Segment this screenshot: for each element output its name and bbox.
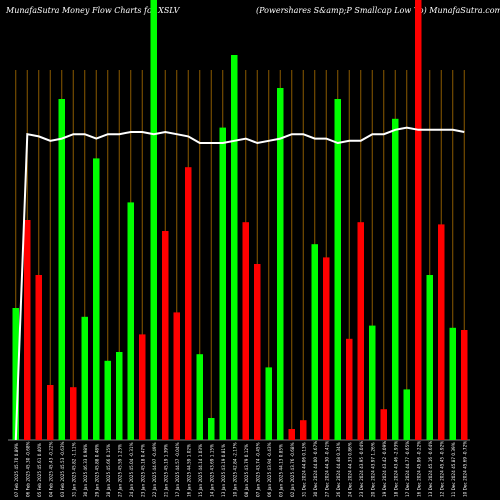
bar [185,167,192,440]
bar [426,275,433,440]
x-tick-label: 10 Jan 2025 42.84 -2.17% [232,442,237,497]
bar [24,220,31,440]
bar [449,327,456,440]
bar [173,312,180,440]
bar [392,118,399,441]
x-tick-labels: 07 Feb 2025 45.70 0.89% 06 Feb 2025 45.30… [14,441,468,497]
bar [47,385,54,440]
x-tick-label: 19 Dec 2024 43.42 -0.09% [382,441,387,497]
x-tick-label: 28 Jan 2025 45.66 0.15% [106,444,111,497]
x-tick-label: 22 Jan 2025 44.97 -0.49% [152,442,157,497]
bar [12,308,19,440]
x-tick-label: 17 Dec 2024 44.77 -0.65% [405,441,410,497]
x-tick-label: 03 Jan 2025 44.13 0.85% [278,444,283,497]
bar [219,127,226,440]
bar [265,367,272,440]
bar [231,55,238,440]
bar [139,334,146,440]
x-tick-label: 30 Dec 2024 44.00 -0.67% [313,441,318,497]
bar [288,429,295,440]
x-tick-label: 08 Jan 2025 43.79 0.12% [244,444,249,497]
bar [438,224,445,440]
bar [369,325,376,440]
bar [346,338,353,440]
x-tick-label: 31 Dec 2024 44.06 0.13% [301,442,306,497]
x-tick-label: 06 Feb 2025 45.30 -0.68% [25,441,30,497]
chart-title: MunafaSutra Money Flow Charts for XSLV [6,6,180,15]
x-tick-label: 29 Jan 2025 45.88 0.48% [94,444,99,497]
bar [277,88,284,440]
x-tick-label: 31 Jan 2025 45.82 -1.11% [71,442,76,497]
bar [70,387,77,440]
x-tick-label: 10 Dec 2024 45.69 -0.72% [462,441,467,497]
bar [242,222,249,440]
x-tick-label: 14 Jan 2025 43.69 1.15% [209,444,214,497]
x-tick-label: 11 Dec 2024 45.87 0.39% [451,442,456,497]
x-tick-label: 23 Jan 2025 45.18 0.47% [140,444,145,497]
x-tick-label: 24 Dec 2024 44.33 0.86% [347,442,352,497]
bar [93,158,100,440]
money-flow-line [14,126,465,441]
bar [196,354,203,440]
x-tick-label: 05 Feb 2025 45.61 0.40% [37,443,42,497]
bar [104,360,111,440]
chart-subtitle: (Powershares S&amp;P Smallcap Low Vo) Mu… [256,6,500,15]
bar [116,352,123,440]
x-tick-label: 26 Dec 2024 44.48 0.34% [336,442,341,497]
bar [208,418,215,440]
x-tick-label: 16 Jan 2025 44.59 1.02% [186,444,191,497]
x-tick-label: 06 Jan 2025 43.94 -0.43% [267,442,272,497]
bar [58,99,65,440]
x-tick-label: 30 Jan 2025 46.33 0.98% [83,444,88,497]
x-tick-label: 07 Jan 2025 43.74 -0.45% [255,442,260,497]
x-tick-label: 13 Dec 2024 45.16 -0.64% [428,441,433,497]
bar [380,409,387,440]
bar [334,99,341,440]
bar [415,0,422,440]
bar [162,231,169,440]
bar [254,264,261,440]
x-tick-label: 15 Jan 2025 44.14 1.03% [198,444,203,497]
bar [300,420,307,440]
x-tick-label: 24 Jan 2025 45.04 -0.31% [129,442,134,497]
bar [323,257,330,440]
x-tick-label: 17 Jan 2025 44.57 -0.04% [175,442,180,497]
bars [12,0,468,441]
bar [357,222,364,440]
x-tick-label: 18 Dec 2024 43.46 -2.93% [393,441,398,497]
x-tick-label: 12 Dec 2024 45.45 -0.92% [439,441,444,497]
x-tick-label: 02 Jan 2025 43.76 -0.68% [290,442,295,497]
bar [150,0,157,440]
x-tick-label: 21 Jan 2025 45.19 1.39% [163,444,168,497]
x-tick-label: 27 Dec 2024 44.30 -0.41% [324,441,329,497]
x-tick-label: 03 Feb 2025 45.53 -0.63% [60,441,65,497]
x-tick-label: 13 Jan 2025 43.19 0.81% [221,444,226,497]
bar [311,244,318,440]
x-tick-label: 20 Dec 2024 43.97 1.26% [370,442,375,497]
x-tick-label: 27 Jan 2025 45.59 1.23% [117,444,122,497]
x-tick-label: 23 Dec 2024 43.95 -0.04% [359,441,364,497]
bar [127,202,134,440]
bar [35,275,42,440]
bar [81,316,88,440]
x-tick-label: 16 Dec 2024 45.06 -0.22% [416,441,421,497]
x-tick-label: 04 Feb 2025 45.43 -0.22% [48,441,53,497]
bar [403,389,410,440]
bar [461,330,468,440]
x-tick-label: 07 Feb 2025 45.70 0.89% [14,443,19,497]
